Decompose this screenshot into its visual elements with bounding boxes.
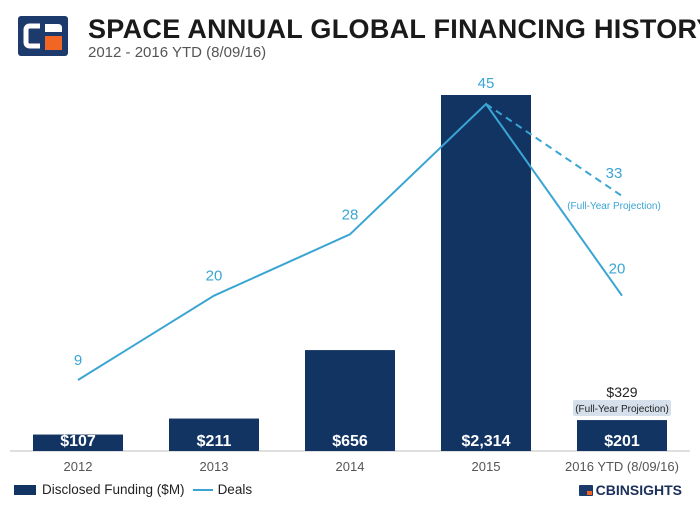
funding-bar — [577, 420, 667, 451]
funding-bar — [441, 95, 531, 451]
financing-chart: $107 2012 $211 2013 $656 2014 $2,314 2015 $201 20… — [10, 75, 690, 474]
bars-layer — [10, 95, 690, 452]
funding-bar-label: $2,314 — [462, 433, 511, 450]
chart-title: SPACE ANNUAL GLOBAL FINANCING HISTORY — [88, 14, 700, 44]
deals-line — [77, 102, 623, 381]
deals-line-layer — [77, 102, 623, 381]
x-tick-label: 2013 — [200, 459, 229, 474]
deals-label: 20 — [206, 268, 223, 285]
legend-bar-label: Disclosed Funding ($M) — [42, 482, 185, 497]
x-tick-label: 2015 — [472, 459, 501, 474]
cb-insights-logo-icon — [18, 16, 68, 56]
funding-bar — [305, 350, 395, 451]
labels-layer: $107 2012 $211 2013 $656 2014 $2,314 2015 $201 20… — [60, 75, 679, 474]
funding-bar-label: $107 — [60, 433, 96, 450]
legend-line-label: Deals — [217, 482, 253, 497]
funding-bar-label: $211 — [197, 433, 232, 450]
chart-subtitle: 2012 - 2016 YTD (8/09/16) — [88, 44, 267, 61]
legend: Disclosed Funding ($M) Deals — [14, 482, 252, 497]
deals-projection-note: (Full-Year Projection) — [567, 201, 661, 212]
funding-projection-value: $329 — [606, 384, 637, 400]
brand-logo: CBINSIGHTS — [578, 482, 682, 498]
x-tick-label: 2016 YTD (8/09/16) — [565, 459, 679, 474]
deals-label: 45 — [478, 75, 495, 92]
legend-bar-swatch — [14, 484, 36, 495]
deals-projection-value: 33 — [606, 165, 623, 182]
deals-projection-line — [485, 103, 623, 197]
funding-bar — [33, 434, 123, 451]
projection-box — [573, 400, 671, 416]
deals-label: 28 — [342, 206, 359, 223]
deals-label: 20 — [609, 261, 626, 278]
brand-name: CBINSIGHTS — [595, 482, 682, 498]
funding-bar-label: $201 — [604, 433, 640, 450]
x-tick-label: 2012 — [64, 459, 93, 474]
x-tick-label: 2014 — [336, 459, 365, 474]
cb-insights-small-logo-icon — [578, 484, 593, 496]
funding-bar-label: $656 — [332, 433, 368, 450]
funding-bar — [169, 418, 259, 451]
deals-label: 9 — [74, 352, 82, 369]
funding-projection-note: (Full-Year Projection) — [575, 404, 669, 415]
legend-line-swatch — [192, 488, 213, 491]
